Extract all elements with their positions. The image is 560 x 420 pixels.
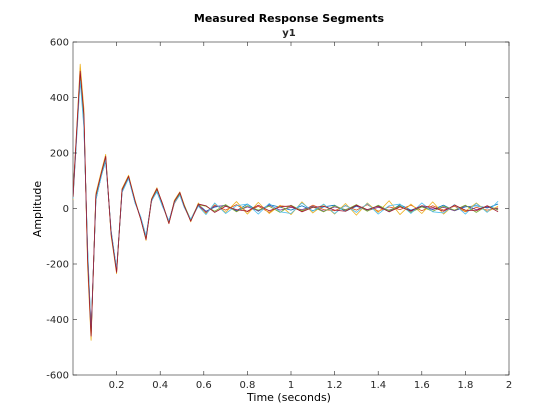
x-tick-label: 0.6 xyxy=(196,380,212,391)
chart-title: Measured Response Segments xyxy=(194,12,385,25)
y-tick-label: 0 xyxy=(63,204,69,215)
chart-subtitle: y1 xyxy=(282,28,296,39)
x-tick-label: 1.8 xyxy=(457,380,473,391)
x-tick-label: 1.2 xyxy=(327,380,343,391)
axes-box xyxy=(72,41,510,376)
x-tick-label: 1.4 xyxy=(370,380,386,391)
series-line-7 xyxy=(73,70,499,337)
y-axis-label: Amplitude xyxy=(31,181,44,238)
series-layer xyxy=(73,63,499,341)
x-tick-label: 0.2 xyxy=(109,380,125,391)
x-tick-label: 1 xyxy=(288,380,294,391)
y-tick-label: 600 xyxy=(50,38,69,49)
x-tick-label: 2 xyxy=(506,380,512,391)
x-tick-label: 0.4 xyxy=(152,380,168,391)
ticks-layer: 0.2 0.4 0.6 0.8 1 1.2 1.4 1.6 1.8 2 -600 -400 -200 0 2… xyxy=(46,38,512,392)
y-tick-label: -200 xyxy=(46,260,69,271)
x-tick-label: 0.8 xyxy=(239,380,255,391)
x-axis-label: Time (seconds) xyxy=(246,391,331,404)
y-tick-label: -400 xyxy=(46,315,69,326)
x-tick-label: 1.6 xyxy=(414,380,430,391)
y-tick-label: -600 xyxy=(46,371,69,382)
y-tick-label: 200 xyxy=(50,149,69,160)
y-tick-label: 400 xyxy=(50,93,69,104)
